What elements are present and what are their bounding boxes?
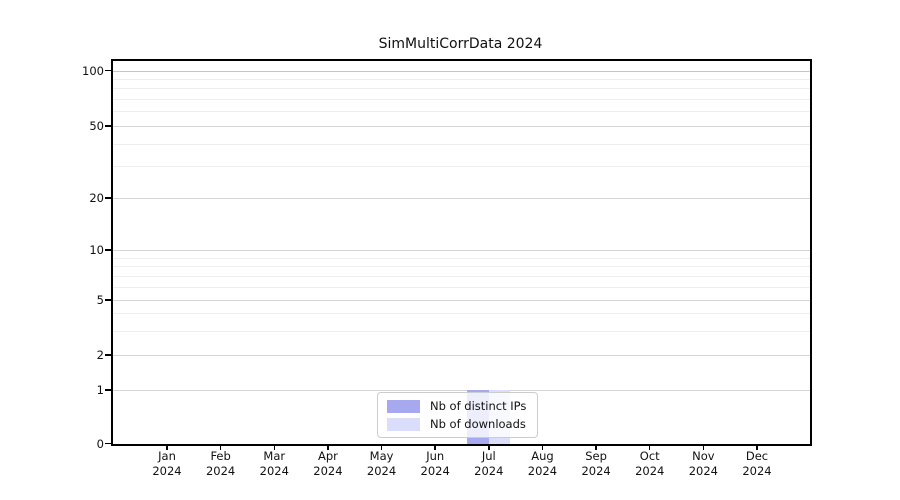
x-tick-label-year: 2024 <box>313 464 343 478</box>
x-tick-mark-jun <box>434 444 436 450</box>
x-tick-label-month: Oct <box>639 449 660 463</box>
x-tick-label-apr: Apr 2024 <box>300 449 356 479</box>
x-tick-label-year: 2024 <box>742 464 772 478</box>
x-tick-label-month: Aug <box>531 449 554 463</box>
gridline-minor-70 <box>113 99 810 101</box>
x-tick-mark-aug <box>541 444 544 450</box>
y-tick-mark-5 <box>105 299 111 301</box>
x-tick-label-year: 2024 <box>474 464 504 478</box>
gridline-minor-80 <box>113 88 810 90</box>
gridline-major-1 <box>113 390 810 391</box>
x-tick-label-feb: Feb 2024 <box>193 449 249 479</box>
y-tick-label-2: 2 <box>96 348 104 362</box>
gridline-minor-90 <box>113 78 810 80</box>
x-tick-label-year: 2024 <box>152 464 182 478</box>
x-tick-mark-apr <box>327 444 329 450</box>
x-tick-label-year: 2024 <box>688 464 718 478</box>
gridline-minor-7 <box>113 275 810 277</box>
x-tick-label-oct: Oct 2024 <box>622 449 678 479</box>
x-tick-mark-mar <box>273 444 276 450</box>
x-tick-label-mar: Mar 2024 <box>246 449 302 479</box>
x-tick-label-nov: Nov 2024 <box>675 449 731 479</box>
x-tick-label-month: Dec <box>745 449 769 463</box>
y-tick-mark-100 <box>105 69 111 72</box>
y-tick-label-1: 1 <box>96 383 104 397</box>
y-tick-mark-0 <box>105 442 111 445</box>
x-tick-label-year: 2024 <box>205 464 236 478</box>
x-tick-label-year: 2024 <box>635 464 665 478</box>
x-tick-label-jun: Jun 2024 <box>407 449 463 479</box>
gridline-minor-40 <box>113 143 810 145</box>
x-tick-mark-nov <box>702 444 705 450</box>
legend: Nb of distinct IPs Nb of downloads <box>377 392 539 438</box>
gridline-minor-9 <box>113 257 810 259</box>
legend-entry-downloads: Nb of downloads <box>387 417 526 431</box>
y-tick-label-100: 100 <box>82 63 104 78</box>
x-tick-mark-may <box>380 444 383 450</box>
gridline-minor-30 <box>113 166 810 168</box>
x-tick-mark-jul <box>488 444 490 450</box>
x-tick-label-month: Jun <box>426 449 445 463</box>
x-tick-label-aug: Aug 2024 <box>514 449 570 479</box>
gridline-minor-8 <box>113 266 810 268</box>
y-tick-label-20: 20 <box>89 191 104 205</box>
y-tick-label-10: 10 <box>89 243 104 257</box>
gridline-major-5 <box>113 300 810 301</box>
gridline-major-50 <box>113 126 810 127</box>
x-tick-label-month: May <box>369 449 394 463</box>
x-tick-label-jan: Jan 2024 <box>139 449 195 479</box>
gridline-minor-3 <box>113 330 810 332</box>
y-tick-mark-50 <box>105 125 111 127</box>
x-tick-label-month: Feb <box>210 449 231 463</box>
x-tick-label-year: 2024 <box>581 464 611 478</box>
legend-entry-distinct-ips: Nb of distinct IPs <box>387 399 526 413</box>
x-tick-label-month: Jul <box>481 449 496 463</box>
x-tick-label-month: Mar <box>263 449 286 463</box>
x-tick-mark-sep <box>595 444 597 450</box>
x-tick-label-dec: Dec 2024 <box>729 449 785 479</box>
x-tick-label-year: 2024 <box>420 464 450 478</box>
x-tick-label-month: Sep <box>585 449 607 463</box>
chart-title: SimMultiCorrData 2024 <box>378 36 543 52</box>
y-tick-mark-2 <box>105 354 111 356</box>
x-tick-label-sep: Sep 2024 <box>568 449 624 479</box>
gridline-major-10 <box>113 250 810 251</box>
x-tick-label-month: Nov <box>692 449 715 463</box>
y-tick-label-0: 0 <box>96 436 104 451</box>
legend-label-downloads: Nb of downloads <box>430 417 526 431</box>
x-tick-label-month: Jan <box>158 449 176 463</box>
gridline-major-20 <box>113 198 810 199</box>
gridline-major-2 <box>113 355 810 356</box>
gridline-minor-6 <box>113 286 810 288</box>
legend-label-distinct-ips: Nb of distinct IPs <box>430 399 527 413</box>
x-tick-label-year: 2024 <box>259 464 289 478</box>
plot-area: Nb of distinct IPs Nb of downloads <box>111 59 812 446</box>
x-tick-label-may: May 2024 <box>354 449 410 479</box>
x-tick-label-month: Apr <box>317 449 338 463</box>
y-tick-mark-1 <box>105 389 111 391</box>
x-tick-label-jul: Jul 2024 <box>461 449 517 479</box>
gridline-minor-60 <box>113 111 810 113</box>
y-tick-mark-20 <box>105 197 111 199</box>
x-tick-mark-oct <box>648 444 651 450</box>
y-tick-mark-10 <box>105 249 111 251</box>
x-tick-label-year: 2024 <box>527 464 558 478</box>
y-tick-label-5: 5 <box>96 293 104 307</box>
x-tick-mark-dec <box>756 444 758 450</box>
x-tick-mark-jan <box>166 444 168 450</box>
x-tick-mark-feb <box>219 444 222 450</box>
gridline-major-100 <box>113 70 810 72</box>
legend-swatch-downloads <box>387 417 420 431</box>
x-tick-label-year: 2024 <box>366 464 397 478</box>
legend-swatch-distinct-ips <box>387 399 420 413</box>
y-tick-label-50: 50 <box>89 119 104 133</box>
gridline-minor-4 <box>113 313 810 315</box>
